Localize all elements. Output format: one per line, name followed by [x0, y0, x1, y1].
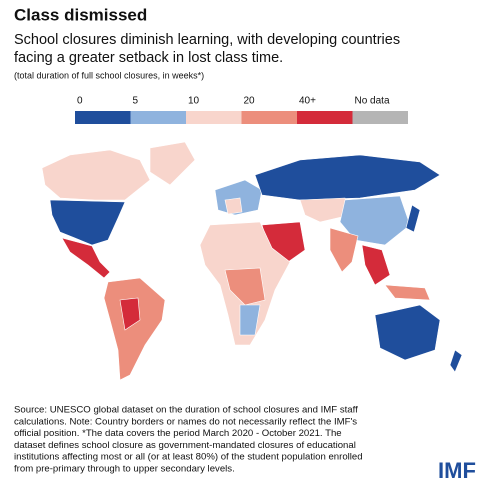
- source-line: calculations. Note: Country borders or n…: [14, 416, 357, 427]
- note: (total duration of full school closures,…: [14, 70, 204, 80]
- legend-label: No data: [355, 96, 390, 107]
- source-line: institutions affecting most or all (or a…: [14, 452, 363, 463]
- legend-label: 0: [77, 96, 83, 107]
- legend-swatch: [297, 111, 353, 124]
- title: Class dismissed: [14, 5, 147, 24]
- subtitle: facing a greater setback in lost class t…: [14, 50, 283, 66]
- legend-swatch: [352, 111, 408, 124]
- source-text: Source: UNESCO global dataset on the dur…: [14, 405, 363, 475]
- legend-label: 5: [133, 96, 139, 107]
- world-map: [41, 141, 463, 381]
- legend-label: 40+: [299, 96, 316, 107]
- subtitle: School closures diminish learning, with …: [14, 32, 400, 48]
- logo: IMF: [438, 458, 476, 483]
- source-line: dataset defines school closure as govern…: [14, 440, 356, 451]
- legend-label: 10: [188, 96, 200, 107]
- source-line: from pre-primary through to upper second…: [14, 464, 235, 475]
- legend-swatch: [75, 111, 131, 124]
- legend-swatch: [186, 111, 242, 124]
- legend-swatch: [241, 111, 297, 124]
- legend-swatch: [130, 111, 186, 124]
- source-line: Source: UNESCO global dataset on the dur…: [14, 405, 358, 416]
- legend: 0 5 10 20 40+ No data: [75, 96, 408, 124]
- source-line: official position. *The data covers the …: [14, 428, 342, 439]
- legend-label: 20: [244, 96, 256, 107]
